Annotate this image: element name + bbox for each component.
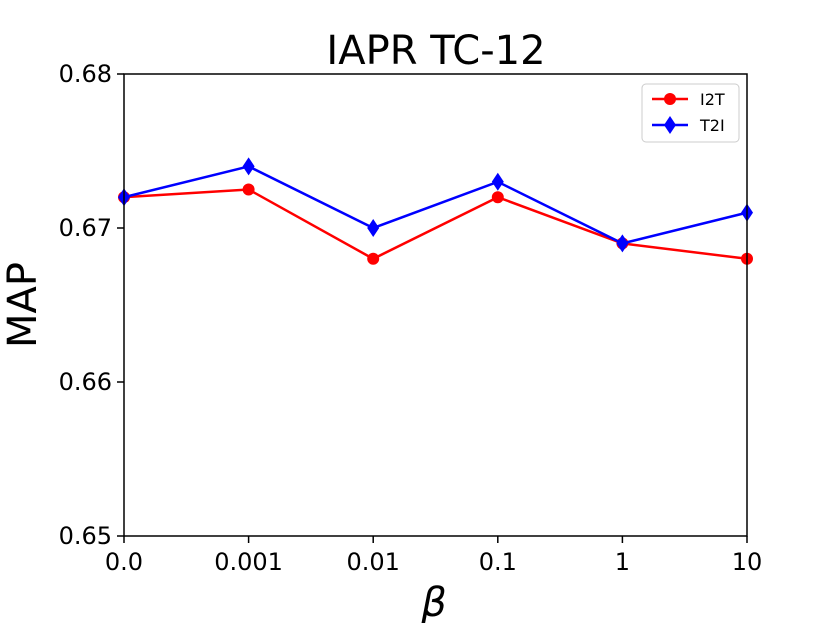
legend-label-t2i: T2I bbox=[699, 116, 725, 135]
plot-frame bbox=[123, 73, 748, 537]
data-point-t2i bbox=[491, 172, 504, 191]
x-axis-label: β bbox=[420, 580, 447, 623]
series-i2t bbox=[118, 183, 753, 265]
series-line-i2t bbox=[123, 188, 748, 261]
data-point-t2i bbox=[616, 234, 629, 253]
x-tick-label: 0.001 bbox=[214, 548, 283, 576]
x-tick-label: 1 bbox=[615, 548, 630, 576]
data-point-t2i bbox=[242, 157, 255, 176]
series-t2i bbox=[118, 157, 753, 253]
y-tick-label: 0.67 bbox=[59, 214, 112, 242]
legend-label-i2t: I2T bbox=[700, 90, 725, 109]
y-tick-label: 0.66 bbox=[59, 368, 112, 396]
y-tick-label: 0.68 bbox=[59, 60, 112, 88]
chart-title: IAPR TC-12 bbox=[326, 28, 545, 74]
data-point-i2t bbox=[242, 183, 255, 196]
series-line-t2i bbox=[123, 165, 748, 245]
data-point-t2i bbox=[367, 219, 380, 237]
legend-marker-t2i bbox=[664, 116, 676, 134]
x-tick-label: 0.01 bbox=[346, 548, 399, 576]
x-axis: 0.0 0.001 0.01 0.1 1 10 bbox=[105, 536, 762, 576]
legend-marker-i2t bbox=[664, 93, 676, 105]
data-point-i2t bbox=[491, 191, 504, 204]
y-tick-label: 0.65 bbox=[59, 522, 112, 550]
data-point-i2t bbox=[367, 252, 380, 265]
plot-area bbox=[118, 157, 753, 265]
x-tick-label: 10 bbox=[732, 548, 763, 576]
x-tick-label: 0.1 bbox=[479, 548, 517, 576]
y-axis: 0.65 0.66 0.67 0.68 bbox=[59, 60, 124, 550]
x-tick-label: 0.0 bbox=[105, 548, 143, 576]
y-axis-label: MAP bbox=[0, 262, 46, 348]
